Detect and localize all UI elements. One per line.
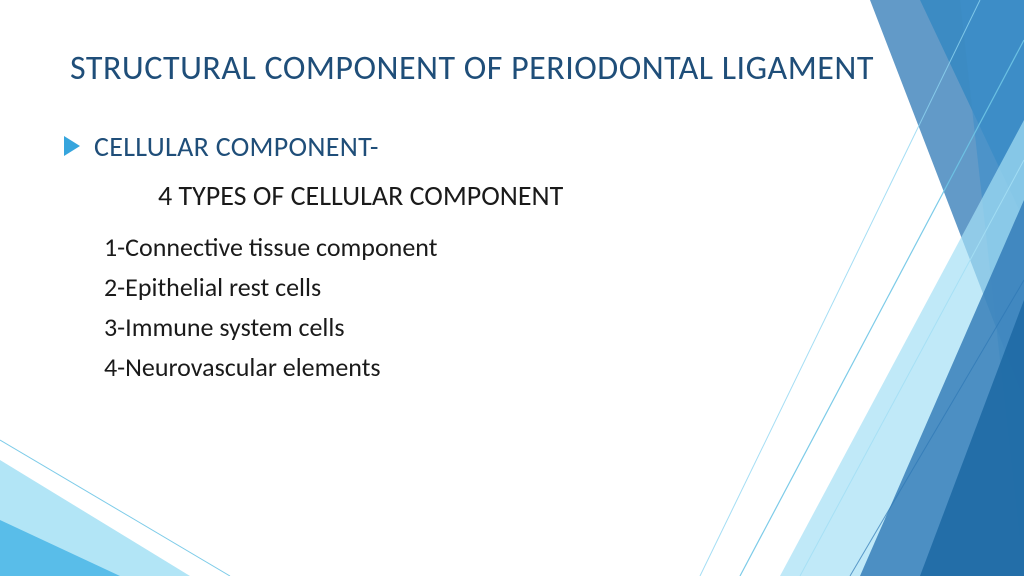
slide-title: STRUCTURAL COMPONENT OF PERIODONTAL LIGA… (70, 48, 954, 91)
list-item: 2-Epithelial rest cells (104, 267, 954, 307)
slide-subtitle: CELLULAR COMPONENT- (94, 129, 379, 164)
list-item: 4-Neurovascular elements (104, 347, 954, 387)
subtitle-row: CELLULAR COMPONENT- (64, 129, 954, 164)
list-item: 3-Immune system cells (104, 307, 954, 347)
triangle-bullet-icon (64, 136, 80, 156)
body-list: 1-Connective tissue component 2-Epitheli… (104, 227, 954, 388)
slide-content: STRUCTURAL COMPONENT OF PERIODONTAL LIGA… (0, 0, 1024, 388)
types-heading: 4 TYPES OF CELLULAR COMPONENT (158, 178, 954, 213)
list-item: 1-Connective tissue component (104, 227, 954, 267)
